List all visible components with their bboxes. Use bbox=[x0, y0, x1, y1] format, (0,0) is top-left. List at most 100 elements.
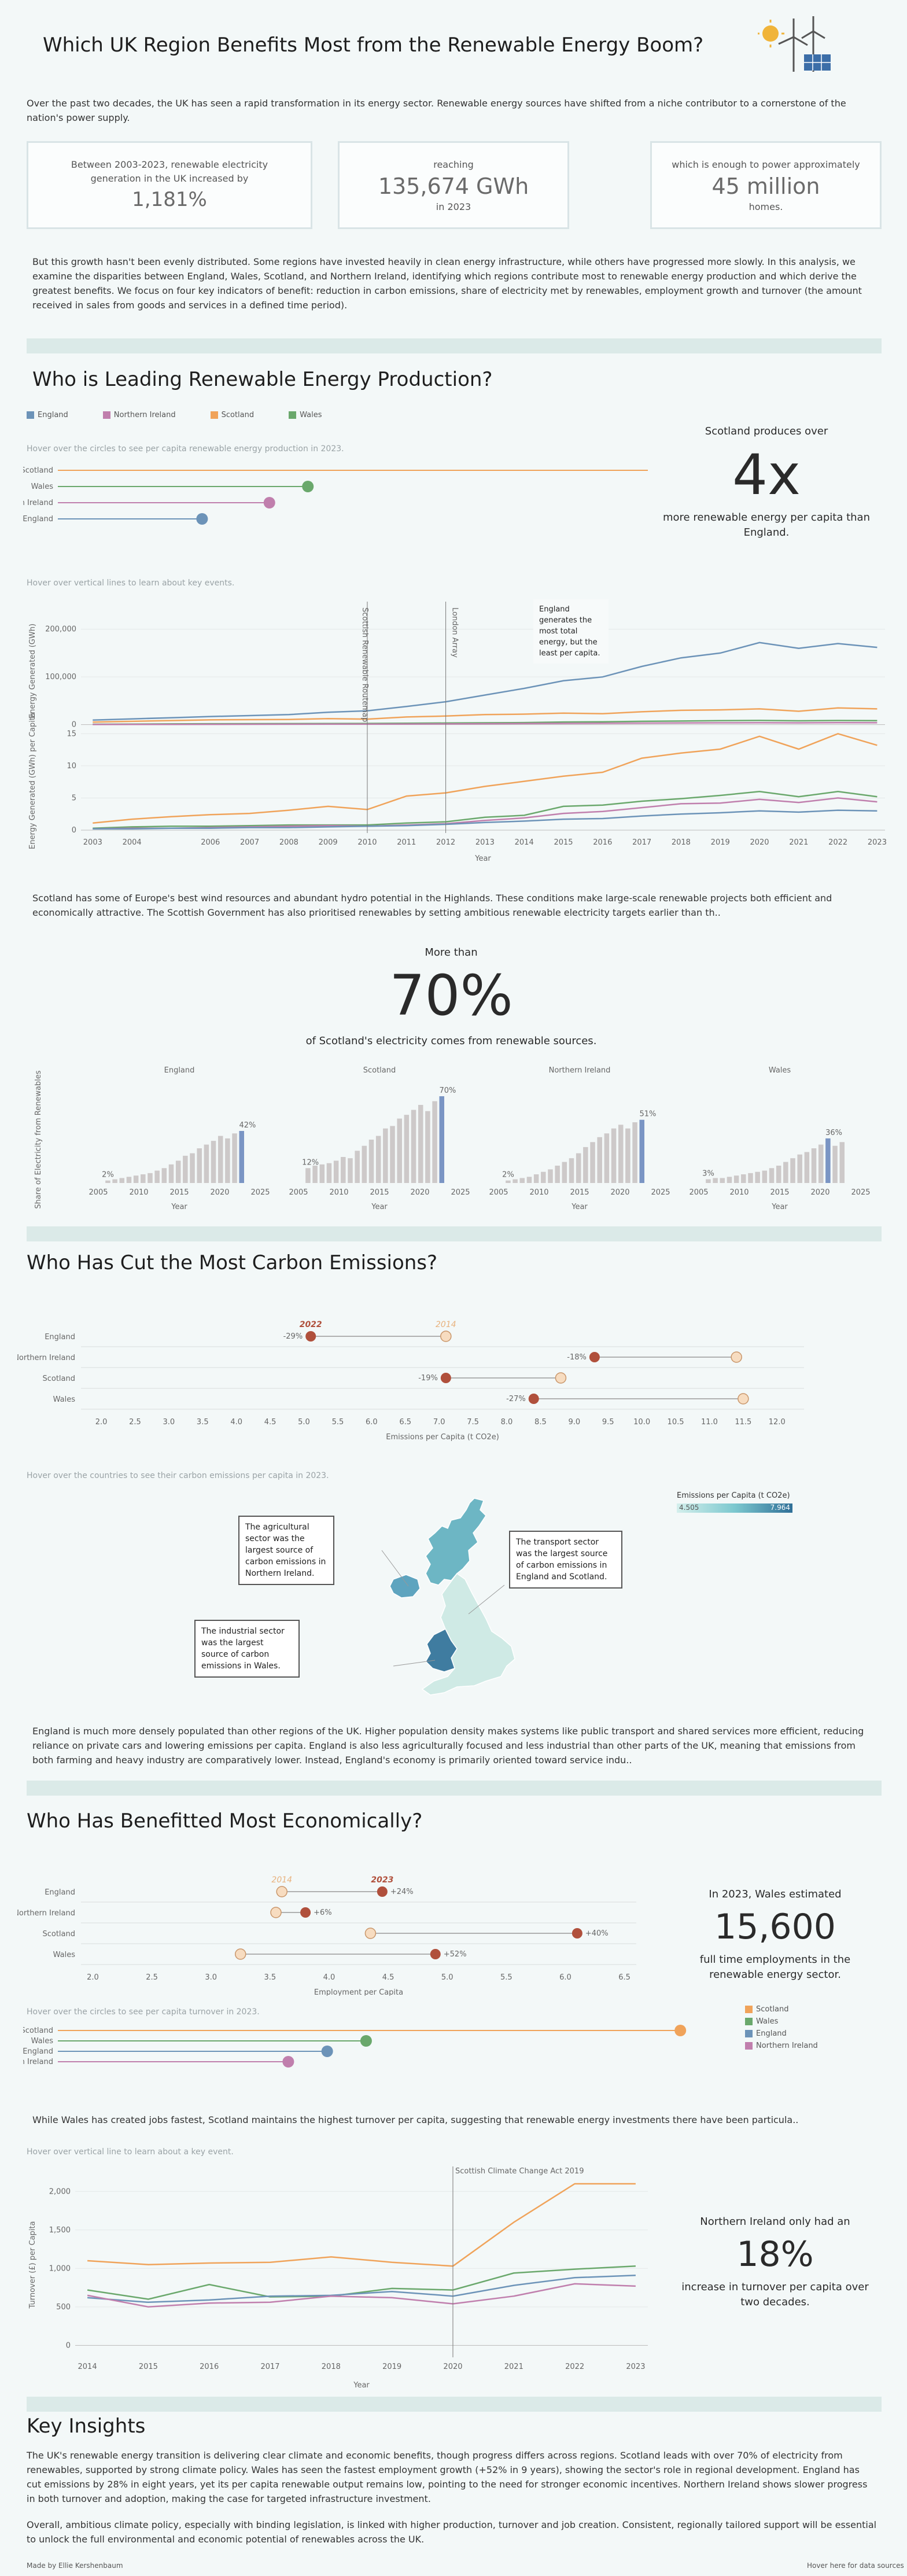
y-axis-title: Turnover (£) per Capita bbox=[28, 2221, 37, 2309]
share-bar bbox=[748, 1173, 753, 1183]
x-tick-label: 2015 bbox=[554, 838, 573, 847]
x-tick-label: 6.0 bbox=[559, 1973, 572, 1982]
x-tick-label: 2003 bbox=[83, 838, 102, 847]
series-line-wales bbox=[87, 2265, 636, 2300]
lollipop-dot bbox=[263, 497, 275, 508]
share-bar bbox=[141, 1174, 146, 1183]
share-x-tick: 2025 bbox=[451, 1188, 470, 1197]
production-kpi-value: 4x bbox=[732, 443, 801, 507]
share-bar bbox=[133, 1175, 139, 1183]
stat-homes-unit: homes. bbox=[749, 201, 783, 212]
share-bar bbox=[576, 1153, 581, 1183]
dumbbell-change-label: +6% bbox=[314, 1908, 332, 1917]
legend-swatch bbox=[27, 411, 34, 419]
legend-england[interactable]: England bbox=[27, 411, 68, 419]
x-tick-label: 2011 bbox=[397, 838, 416, 847]
share-bar bbox=[783, 1162, 788, 1183]
callout-wales: The industrial sector was the largest so… bbox=[194, 1620, 300, 1678]
year-label-old: 2014 bbox=[436, 1320, 456, 1329]
x-tick-label: 2017 bbox=[632, 838, 651, 847]
share-bar bbox=[762, 1170, 768, 1183]
x-tick-label: 4.0 bbox=[323, 1973, 335, 1982]
x-axis-title: Employment per Capita bbox=[314, 1988, 403, 1996]
series-line-northern-ireland bbox=[93, 797, 877, 830]
eco-legend-northern-ireland[interactable]: Northern Ireland bbox=[745, 2041, 818, 2050]
stat-generation-year: in 2023 bbox=[436, 201, 471, 212]
legend-scotland[interactable]: Scotland bbox=[210, 411, 254, 419]
share-bar bbox=[161, 1168, 167, 1183]
production-hint-lines: Hover over vertical lines to learn about… bbox=[27, 578, 235, 588]
share-x-tick: 2015 bbox=[570, 1188, 589, 1197]
x-tick-label: 2019 bbox=[382, 2363, 401, 2371]
legend-swatch bbox=[210, 411, 218, 419]
y-tick-label: 100,000 bbox=[45, 673, 76, 681]
map-region-wales[interactable] bbox=[425, 1628, 458, 1672]
stat-box-homes: which is enough to power approximately 4… bbox=[650, 141, 882, 229]
economic-kpi: In 2023, Wales estimated 15,600 full tim… bbox=[677, 1888, 873, 1982]
eco-legend-wales[interactable]: Wales bbox=[745, 2017, 818, 2026]
share-bar bbox=[362, 1145, 367, 1183]
economic-text: While Wales has created jobs fastest, Sc… bbox=[32, 2114, 799, 2125]
share-bar bbox=[639, 1119, 644, 1183]
map-region-england[interactable] bbox=[421, 1572, 515, 1696]
england-annotation: England generates the most total energy,… bbox=[533, 599, 609, 664]
footer-credit: Made by Ellie Kershenbaum bbox=[27, 2562, 123, 2570]
share-bar bbox=[168, 1164, 174, 1183]
share-bar bbox=[404, 1115, 410, 1183]
share-bar bbox=[818, 1144, 824, 1183]
share-bar bbox=[312, 1166, 318, 1183]
dumbbell-change-label: -19% bbox=[418, 1374, 438, 1383]
x-tick-label: 2007 bbox=[240, 838, 259, 847]
legend-label: England bbox=[38, 411, 68, 419]
per-capita-lollipop-chart[interactable]: Scotland Wales Northern Ireland England bbox=[23, 460, 648, 529]
map-region-northern-ireland[interactable] bbox=[389, 1574, 421, 1598]
share-bar bbox=[411, 1110, 416, 1183]
energy-generation-line-chart[interactable]: 0 100,000 200,000 0 5 10 15 2003 2004 2006 2007 200… bbox=[17, 590, 891, 879]
share-x-tick: 2020 bbox=[610, 1188, 629, 1197]
stat-growth-label: Between 2003-2023, renewable electricity… bbox=[71, 159, 268, 184]
x-tick-label: 9.0 bbox=[568, 1418, 580, 1427]
eco-legend-scotland[interactable]: Scotland bbox=[745, 2005, 818, 2014]
share-first-label: 2% bbox=[502, 1171, 514, 1180]
y-tick-label: 200,000 bbox=[45, 625, 76, 634]
emissions-hint: Hover over the countries to see their ca… bbox=[27, 1471, 329, 1480]
callout-line-transport bbox=[468, 1584, 505, 1615]
emissions-dumbbell-chart[interactable]: England -29% Northern Ireland -18% Scotland -… bbox=[17, 1307, 827, 1446]
insights-title: Key Insights bbox=[27, 2415, 146, 2438]
share-last-label: 42% bbox=[239, 1121, 256, 1130]
production-hint-circles: Hover over the circles to see per capita… bbox=[27, 444, 344, 454]
share-renewables-bar-charts[interactable]: Share of Electricity from Renewables Engl… bbox=[17, 1064, 891, 1226]
uk-emissions-map[interactable] bbox=[370, 1492, 544, 1712]
economic-hint-line: Hover over vertical line to learn about … bbox=[27, 2147, 234, 2157]
map-region-scotland[interactable] bbox=[425, 1498, 486, 1586]
stat-growth-value: 1,181% bbox=[132, 188, 207, 211]
x-tick-label: 11.0 bbox=[701, 1418, 718, 1427]
share-bar bbox=[232, 1133, 237, 1183]
share-x-tick: 2015 bbox=[169, 1188, 189, 1197]
dumbbell-change-label: +52% bbox=[444, 1950, 467, 1959]
x-tick-label: 7.5 bbox=[467, 1418, 479, 1427]
lollipop-dot bbox=[674, 2025, 687, 2036]
legend-wales[interactable]: Wales bbox=[289, 411, 322, 419]
y-tick-label: 0 bbox=[66, 2341, 71, 2350]
eco-legend-england[interactable]: England bbox=[745, 2029, 818, 2038]
share-bar bbox=[555, 1166, 560, 1183]
turnover-line-chart[interactable]: 0 500 1,000 1,500 2,000 2014 2015 2016 2017 2018 2… bbox=[17, 2161, 665, 2398]
lollipop-dot bbox=[302, 481, 314, 492]
employment-dumbbell-chart[interactable]: England +24% Northern Ireland +6% Scotland +4… bbox=[17, 1863, 648, 1996]
footer-data-sources[interactable]: Hover here for data sources bbox=[807, 2562, 904, 2570]
share-bar bbox=[733, 1175, 739, 1183]
scotland-story-text: Scotland has some of Europe's best wind … bbox=[32, 893, 832, 918]
share-bar bbox=[217, 1136, 223, 1183]
legend-northern-ireland[interactable]: Northern Ireland bbox=[102, 411, 176, 419]
share-bar bbox=[183, 1155, 188, 1183]
legend-label: Wales bbox=[756, 2017, 779, 2026]
dumbbell-category-label: Scotland bbox=[42, 1930, 75, 1939]
series-line-scotland bbox=[93, 707, 877, 723]
callout-line-wales bbox=[393, 1660, 436, 1667]
lollipop-category-label: Northern Ireland bbox=[23, 2058, 53, 2066]
share-bar bbox=[112, 1179, 117, 1183]
share-bar bbox=[119, 1178, 125, 1183]
x-axis-title: Emissions per Capita (t CO2e) bbox=[386, 1433, 499, 1442]
